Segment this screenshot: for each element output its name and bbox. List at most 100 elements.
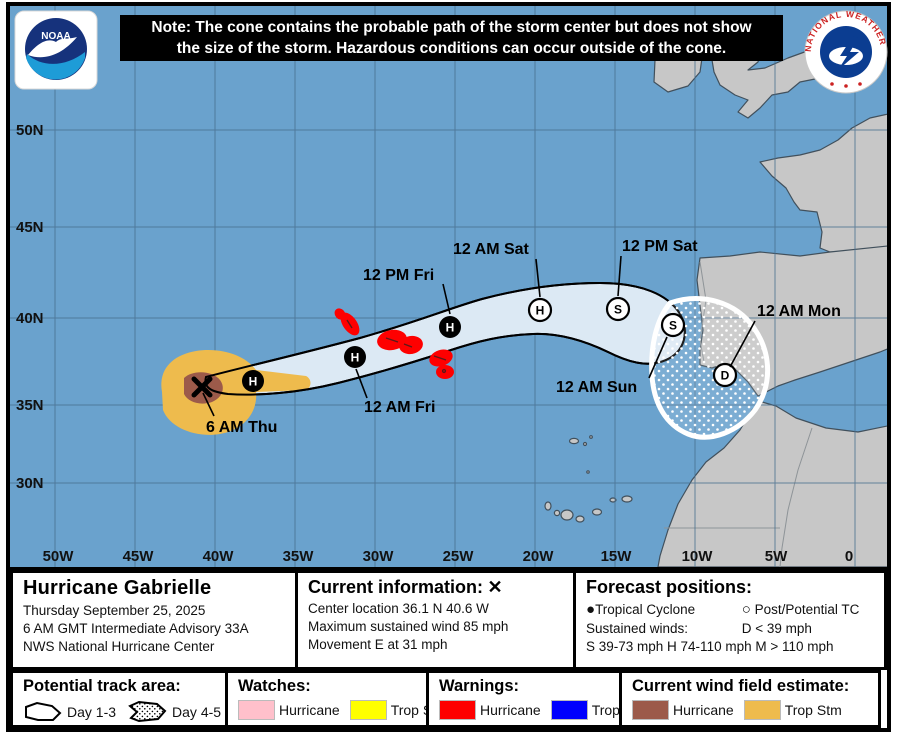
forecast-positions-title: Forecast positions: bbox=[586, 577, 753, 597]
warning-tropstm-swatch bbox=[550, 700, 588, 720]
svg-text:40N: 40N bbox=[16, 310, 44, 327]
d-range: D < 39 mph bbox=[741, 621, 812, 636]
nws-lightning-icon bbox=[838, 36, 859, 70]
point-post-potential-tc: D bbox=[712, 362, 738, 388]
noaa-wordmark: NOAA bbox=[41, 31, 70, 42]
point-tropical-cyclone: H bbox=[344, 346, 366, 368]
forecast-points: H H H H S bbox=[191, 296, 738, 398]
info-row: Hurricane Gabrielle Thursday September 2… bbox=[10, 570, 887, 670]
azores-islands bbox=[346, 319, 447, 374]
warnings-title: Warnings: bbox=[439, 677, 520, 695]
point-post-potential-tc: H bbox=[527, 297, 553, 323]
wind-field-title: Current wind field estimate: bbox=[632, 677, 850, 695]
svg-text:0: 0 bbox=[845, 548, 853, 565]
map-svg: H H H H S bbox=[10, 6, 887, 567]
time-label: 6 AM Thu bbox=[206, 419, 277, 436]
island-canary bbox=[621, 495, 633, 503]
noaa-bird-icon bbox=[28, 37, 77, 58]
cone-day45-icon bbox=[128, 700, 167, 723]
land-africa bbox=[657, 401, 887, 567]
center-location: Center location 36.1 N 40.6 W bbox=[308, 601, 489, 616]
windfield-tropstm-swatch bbox=[743, 700, 781, 720]
island-madeira bbox=[568, 437, 580, 445]
windfield-tropstm-label: Trop Stm bbox=[784, 702, 842, 718]
potential-track-area-box: Potential track area: Day 1-3 Day 4-5 bbox=[10, 670, 228, 728]
watch-hurricane-label: Hurricane bbox=[279, 702, 340, 718]
outer-frame: H H H H S bbox=[6, 2, 891, 732]
day13-label: Day 1-3 bbox=[67, 704, 117, 720]
tc-label: Tropical Cyclone bbox=[595, 602, 696, 617]
island bbox=[586, 470, 590, 474]
agency-name: NWS National Hurricane Center bbox=[23, 639, 215, 654]
svg-text:20W: 20W bbox=[523, 548, 555, 565]
watch-tropstm-swatch bbox=[349, 700, 387, 720]
time-label: 12 AM Mon bbox=[757, 303, 841, 320]
svg-text:35W: 35W bbox=[283, 548, 315, 565]
point-tropical-cyclone: H bbox=[439, 316, 461, 338]
advisory-date: Thursday September 25, 2025 bbox=[23, 603, 206, 618]
lon-labels: 50W 45W 40W 35W 30W 25W 20W 15W 10W 5W 0 bbox=[43, 548, 854, 565]
wind-scale: S 39-73 mph H 74-110 mph M > 110 mph bbox=[586, 639, 834, 654]
time-label: 12 AM Sat bbox=[453, 241, 530, 258]
note-line-1: Note: The cone contains the probable pat… bbox=[151, 19, 752, 36]
filled-circle-icon: ● bbox=[586, 601, 596, 618]
note-line-2: the size of the storm. Hazardous conditi… bbox=[176, 40, 727, 57]
current-info-box: Current information: ✕ Center location 3… bbox=[295, 570, 576, 670]
x-marker-icon: ✕ bbox=[487, 577, 503, 597]
windfield-hurricane-label: Hurricane bbox=[673, 702, 734, 718]
forecast-positions-box: Forecast positions: ●Tropical Cyclone ○ … bbox=[573, 570, 887, 670]
svg-text:45N: 45N bbox=[16, 219, 44, 236]
cone-day13-icon bbox=[25, 701, 62, 721]
svg-text:H: H bbox=[536, 304, 545, 318]
island bbox=[589, 435, 593, 439]
warning-hurricane-label: Hurricane bbox=[480, 702, 541, 718]
island-canary bbox=[544, 501, 552, 511]
svg-text:50W: 50W bbox=[43, 548, 75, 565]
svg-text:50N: 50N bbox=[16, 122, 44, 139]
svg-text:H: H bbox=[446, 321, 455, 335]
point-post-potential-tc: S bbox=[660, 312, 686, 338]
svg-text:S: S bbox=[614, 303, 622, 317]
svg-text:35N: 35N bbox=[16, 397, 44, 414]
svg-text:H: H bbox=[351, 351, 360, 365]
forecast-map: H H H H S bbox=[10, 6, 888, 570]
open-circle-icon: ○ bbox=[741, 601, 751, 618]
note-banner: Note: The cone contains the probable pat… bbox=[120, 15, 783, 61]
time-labels bbox=[202, 255, 756, 417]
sustained-winds-label: Sustained winds: bbox=[586, 621, 689, 636]
svg-text:H: H bbox=[249, 375, 258, 389]
time-label: 12 PM Fri bbox=[363, 267, 434, 284]
day45-label: Day 4-5 bbox=[172, 704, 222, 720]
island bbox=[582, 441, 588, 447]
time-label: 12 AM Sun bbox=[556, 379, 637, 396]
legend-row: Potential track area: Day 1-3 Day 4-5 bbox=[10, 670, 887, 728]
current-center-marker bbox=[191, 376, 213, 398]
warnings-box: Warnings: Hurricane Trop Stm bbox=[426, 670, 622, 728]
island-canary bbox=[560, 509, 574, 521]
warning-tropstm-label: Trop Stm bbox=[591, 702, 620, 718]
advisory-name: 6 AM GMT Intermediate Advisory 33A bbox=[23, 621, 249, 636]
windfield-tropstm-area bbox=[161, 350, 311, 435]
track-area-title: Potential track area: bbox=[23, 677, 181, 695]
svg-text:45W: 45W bbox=[123, 548, 155, 565]
svg-text:40W: 40W bbox=[203, 548, 235, 565]
lat-labels: 50N 45N 40N 35N 30N bbox=[16, 122, 44, 492]
svg-text:5W: 5W bbox=[765, 548, 788, 565]
island-canary bbox=[553, 509, 561, 517]
watches-box: Watches: Hurricane Trop Stm bbox=[225, 670, 429, 728]
post-tc-label: Post/Potential TC bbox=[754, 602, 860, 617]
island-canary bbox=[575, 515, 585, 523]
windfield-hurricane-swatch bbox=[632, 700, 669, 720]
storm-title: Hurricane Gabrielle bbox=[23, 577, 212, 599]
point-post-potential-tc: S bbox=[605, 296, 631, 322]
time-label: 12 PM Sat bbox=[622, 238, 698, 255]
watch-hurricane-swatch bbox=[238, 700, 275, 720]
warning-hurricane-swatch bbox=[439, 700, 476, 720]
time-label: 12 AM Fri bbox=[364, 399, 435, 416]
svg-text:S: S bbox=[669, 319, 677, 333]
svg-text:15W: 15W bbox=[601, 548, 633, 565]
current-info-title: Current information: bbox=[308, 577, 483, 597]
movement: Movement E at 31 mph bbox=[308, 637, 448, 652]
watch-tropstm-label: Trop Stm bbox=[390, 702, 426, 718]
